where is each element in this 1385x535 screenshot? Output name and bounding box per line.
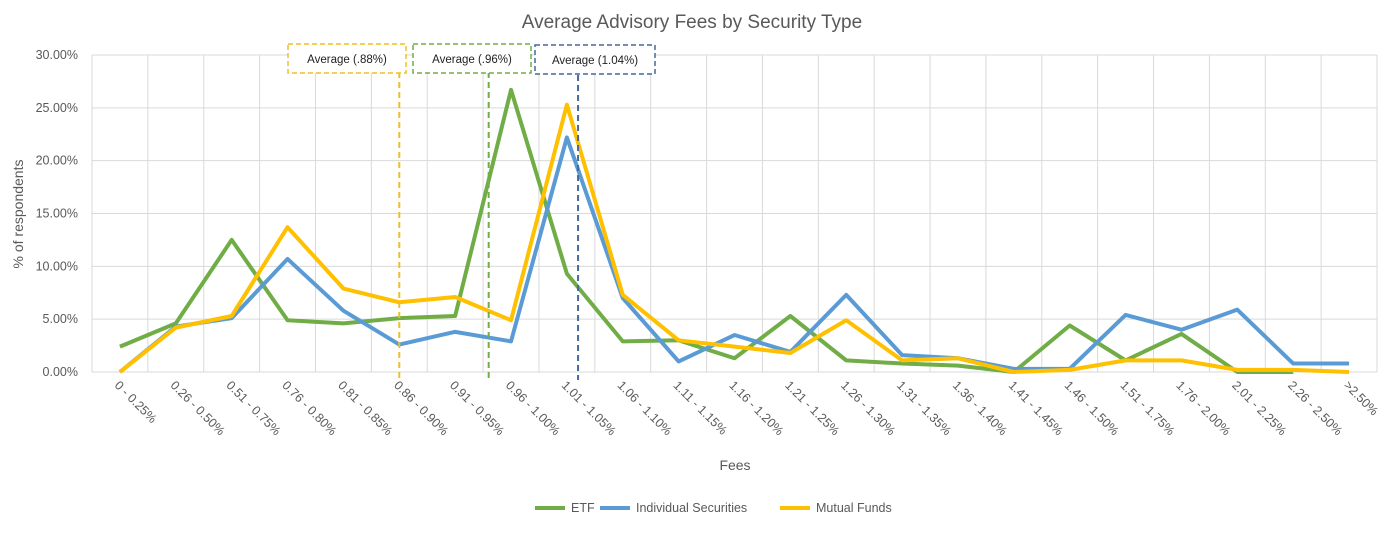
gridlines: [91, 54, 1378, 373]
y-tick-label: 5.00%: [43, 312, 78, 326]
average-label-box: [287, 43, 407, 74]
y-axis-label: % of respondents: [10, 160, 26, 269]
x-tick-label: 1.51 - 1.75%: [1117, 378, 1177, 438]
y-tick-label: 10.00%: [36, 259, 78, 273]
legend-entry: ETF: [571, 501, 595, 515]
series-line-individual-securities: [118, 135, 1350, 374]
x-tick-label: 1.01 - 1.05%: [559, 378, 619, 438]
x-tick-label: 1.11 - 1.15%: [671, 378, 730, 437]
series-line-mutual-funds: [118, 102, 1350, 374]
y-tick-label: 20.00%: [36, 154, 78, 168]
x-tick-label: 1.06 - 1.10%: [615, 378, 675, 438]
legend: ETF Individual Securities Mutual Funds: [535, 501, 892, 515]
average-label: Average (.88%): [307, 54, 387, 66]
x-tick-label: >2.50%: [1341, 378, 1381, 418]
chart-title: Average Advisory Fees by Security Type: [522, 12, 862, 33]
x-tick-label: 1.76 - 2.00%: [1173, 378, 1233, 438]
x-tick-label: 1.31 - 1.35%: [894, 378, 954, 438]
average-label: Average (1.04%): [552, 55, 638, 67]
series-lines: [118, 87, 1350, 374]
y-tick-label: 30.00%: [36, 48, 78, 62]
x-tick-label: 0.76 - 0.80%: [279, 378, 339, 438]
x-tick-label: 1.41 - 1.45%: [1006, 378, 1066, 438]
y-tick-label: 0.00%: [43, 365, 78, 379]
y-tick-label: 15.00%: [36, 207, 78, 221]
x-tick-label: 0.26 - 0.50%: [168, 378, 228, 438]
x-axis-label: Fees: [719, 457, 750, 473]
x-tick-label: 1.36 - 1.40%: [950, 378, 1010, 438]
average-label-box: [534, 44, 656, 75]
x-tick-label: 1.16 - 1.20%: [726, 378, 786, 438]
legend-entry: Individual Securities: [636, 501, 747, 515]
average-label: Average (.96%): [432, 54, 512, 66]
legend-entry: Mutual Funds: [816, 501, 892, 515]
x-tick-label: 2.26 - 2.50%: [1285, 378, 1345, 438]
y-tick-label: 25.00%: [36, 101, 78, 115]
x-tick-label: 2.01 - 2.25%: [1229, 378, 1289, 438]
x-tick-label: 1.26 - 1.30%: [838, 378, 898, 438]
y-axis-ticks: 0.00% 5.00% 10.00% 15.00% 20.00% 25.00% 30.00%: [36, 48, 78, 379]
x-tick-label: 0 - 0.25%: [112, 378, 160, 426]
x-tick-label: 0.91 - 0.95%: [447, 378, 507, 438]
x-tick-label: 0.81 - 0.85%: [335, 378, 395, 438]
x-tick-label: 1.46 - 1.50%: [1062, 378, 1122, 438]
x-tick-label: 0.96 - 1.00%: [503, 378, 563, 438]
x-tick-label: 0.86 - 0.90%: [391, 378, 451, 438]
x-tick-label: 1.21 - 1.25%: [782, 378, 842, 438]
average-annotations: Average (.88%) Average (.96%) Average (1.0…: [287, 43, 656, 380]
average-label-box: [412, 43, 532, 74]
x-axis-ticks: 0 - 0.25% 0.26 - 0.50%0.51 - 0.75%0.76 - …: [112, 378, 1381, 438]
x-tick-label: 0.51 - 0.75%: [224, 378, 284, 438]
